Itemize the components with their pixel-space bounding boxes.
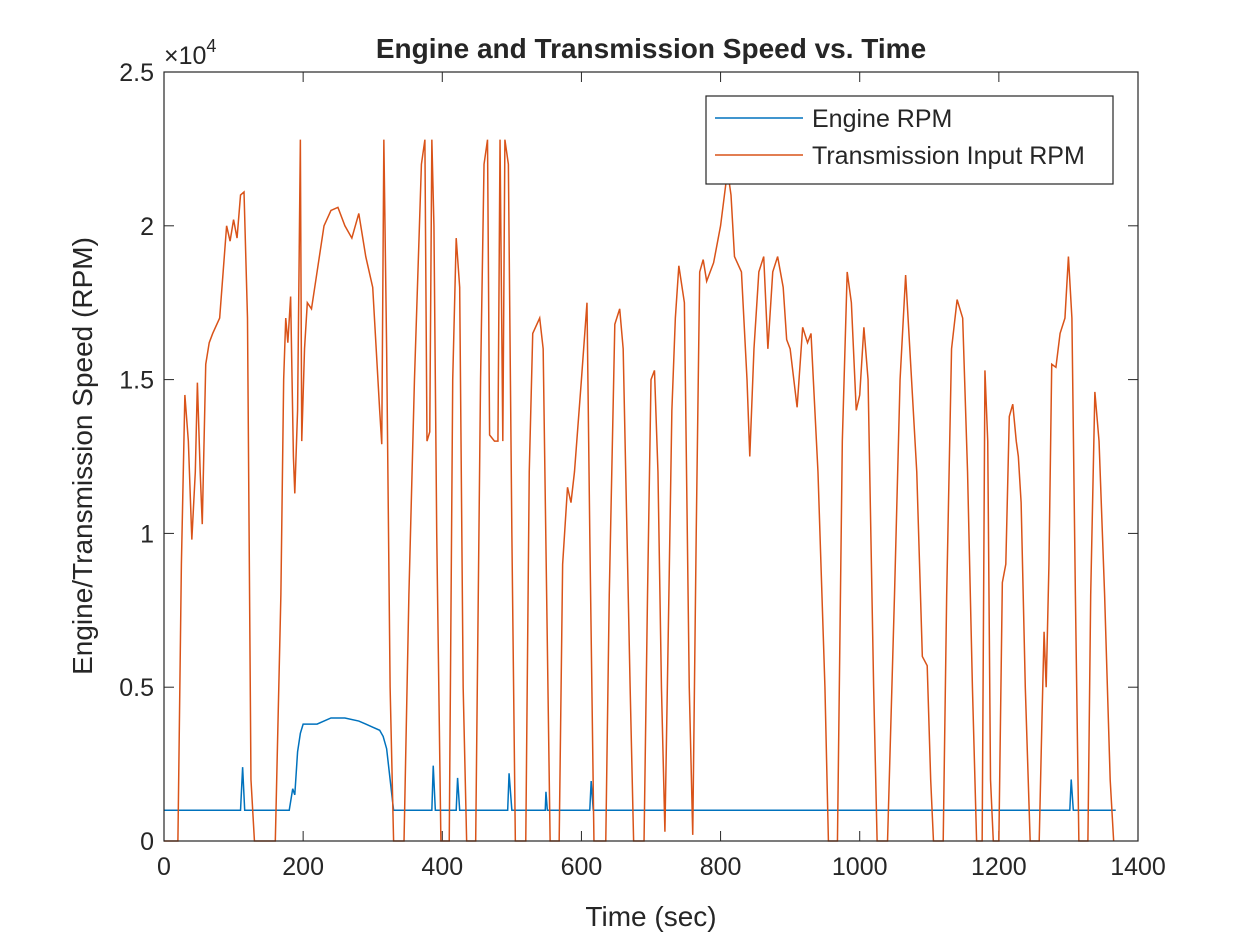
x-tick-label: 1200 bbox=[971, 853, 1027, 881]
y-tick-label: 1.5 bbox=[119, 367, 154, 395]
x-axis-label: Time (sec) bbox=[585, 901, 716, 932]
y-tick-label: 0.5 bbox=[119, 674, 154, 702]
y-axis-label: Engine/Transmission Speed (RPM) bbox=[67, 237, 98, 675]
chart-title: Engine and Transmission Speed vs. Time bbox=[376, 33, 926, 64]
y-tick-label: 0 bbox=[140, 828, 154, 856]
x-tick-label: 600 bbox=[561, 853, 603, 881]
legend-label: Engine RPM bbox=[812, 105, 952, 133]
x-tick-label: 400 bbox=[421, 853, 463, 881]
x-tick-label: 1000 bbox=[832, 853, 888, 881]
plot-area bbox=[164, 72, 1138, 841]
y-exponent-power: 4 bbox=[206, 36, 216, 56]
x-tick-label: 1400 bbox=[1110, 853, 1166, 881]
axes-box bbox=[163, 71, 1139, 842]
line-series bbox=[164, 139, 1115, 842]
legend-label: Transmission Input RPM bbox=[812, 142, 1085, 170]
x-tick-label: 0 bbox=[157, 853, 171, 881]
y-tick-label: 2.5 bbox=[119, 59, 154, 87]
y-tick-label: 2 bbox=[140, 213, 154, 241]
y-exponent: ×104 bbox=[164, 36, 216, 70]
y-tick-label: 1 bbox=[140, 520, 154, 548]
x-tick-label: 200 bbox=[282, 853, 324, 881]
x-tick-label: 800 bbox=[700, 853, 742, 881]
y-exponent-base: ×10 bbox=[164, 42, 206, 70]
legend-box bbox=[705, 95, 1114, 185]
